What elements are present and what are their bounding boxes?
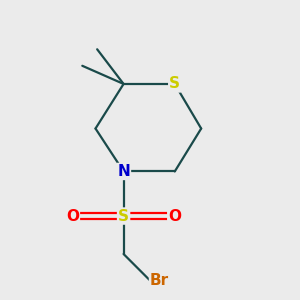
Text: O: O bbox=[66, 208, 79, 224]
Text: N: N bbox=[117, 164, 130, 179]
Text: O: O bbox=[168, 208, 181, 224]
Text: S: S bbox=[169, 76, 180, 92]
Text: Br: Br bbox=[150, 273, 169, 288]
Text: S: S bbox=[118, 208, 129, 224]
